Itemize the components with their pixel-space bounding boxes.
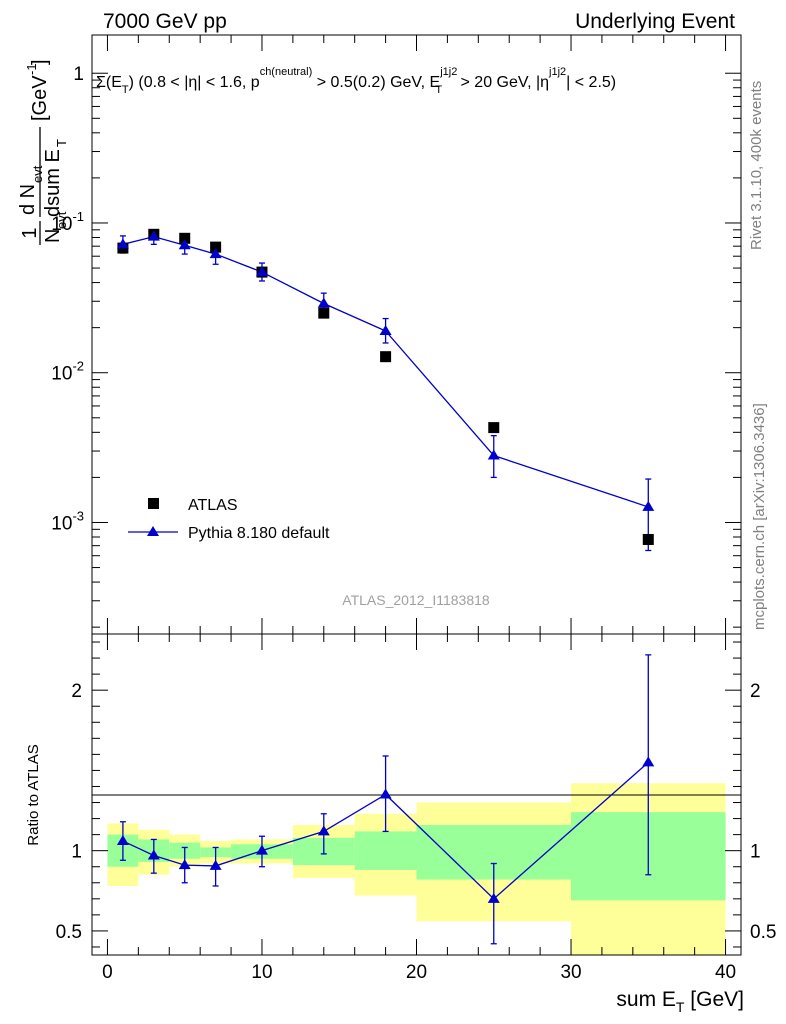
pythia-point bbox=[147, 230, 160, 241]
ratio-point bbox=[178, 859, 191, 870]
mcplots-label: mcplots.cern.ch [arXiv:1306.3436] bbox=[751, 403, 768, 630]
main-plot: 10-3 10-2 10-1 1 ATLAS_2012_I1183818 Σ(ET) … bbox=[17, 34, 742, 635]
svg-text:[GeV: [GeV bbox=[29, 75, 51, 121]
ratio-point bbox=[116, 835, 129, 846]
ratio-point bbox=[487, 892, 500, 903]
ratio-point bbox=[147, 849, 160, 860]
analysis-watermark: ATLAS_2012_I1183818 bbox=[342, 592, 490, 608]
ratio-y-tick-label-left: 0.5 bbox=[56, 922, 82, 943]
x-axis-label: sum ET [GeV] bbox=[616, 988, 744, 1015]
main-y-tick-label: 10-1 bbox=[51, 209, 84, 235]
legend-pythia-marker bbox=[147, 526, 159, 536]
ratio-y-tick-label-right: 0.5 bbox=[750, 922, 776, 943]
ratio-point bbox=[379, 788, 392, 799]
x-tick-label: 0 bbox=[102, 962, 113, 983]
ratio-y-tick-label-right: 2 bbox=[750, 681, 761, 702]
pythia-point bbox=[116, 238, 129, 249]
header-left: 7000 GeV pp bbox=[103, 10, 227, 33]
ratio-y-tick-labels: 0.5 0.5 1 1 2 2 bbox=[56, 681, 777, 943]
atlas-point bbox=[210, 241, 222, 253]
atlas-point bbox=[318, 307, 330, 319]
pythia-point bbox=[209, 248, 222, 259]
pythia-line bbox=[122, 236, 649, 508]
pythia-point bbox=[642, 500, 655, 511]
svg-text:T: T bbox=[54, 139, 69, 147]
main-axis-ticks bbox=[92, 35, 741, 634]
pythia-point bbox=[487, 449, 500, 460]
atlas-point bbox=[642, 533, 654, 545]
legend-atlas-label: ATLAS bbox=[188, 497, 238, 514]
main-y-tick-labels: 10-3 10-2 10-1 1 bbox=[51, 64, 84, 534]
x-tick-label: 30 bbox=[560, 962, 581, 983]
ratio-green-band bbox=[354, 831, 417, 870]
svg-text:evt: evt bbox=[54, 211, 69, 229]
x-tick-label: 10 bbox=[251, 962, 272, 983]
x-tick-labels: 0 10 20 30 40 bbox=[102, 962, 736, 983]
ratio-y-tick-label-right: 1 bbox=[750, 842, 761, 863]
pythia-point bbox=[255, 266, 268, 277]
svg-text:dsum E: dsum E bbox=[42, 149, 64, 217]
ratio-y-axis-label: Ratio to ATLAS bbox=[25, 744, 42, 845]
main-y-tick-label: 10-2 bbox=[51, 359, 84, 385]
atlas-point bbox=[179, 232, 191, 244]
ratio-point bbox=[642, 756, 655, 767]
main-y-tick-label: 1 bbox=[73, 64, 84, 85]
plot-title: Σ(ET) (0.8 < |η| < 1.6, pch(neutral) > 0… bbox=[96, 66, 616, 96]
ratio-y-tick-label-left: 2 bbox=[71, 681, 82, 702]
x-tick-label: 40 bbox=[715, 962, 736, 983]
ratio-point bbox=[209, 859, 222, 870]
x-tick-label: 20 bbox=[406, 962, 427, 983]
svg-text:evt: evt bbox=[30, 165, 45, 183]
ratio-data bbox=[116, 654, 655, 945]
main-y-tick-label: 10-3 bbox=[51, 508, 84, 534]
legend-pythia-label: Pythia 8.180 default bbox=[188, 525, 330, 542]
rivet-label: Rivet 3.1.10, 400k events bbox=[748, 81, 765, 250]
pythia-point bbox=[379, 324, 392, 335]
atlas-point bbox=[380, 351, 392, 363]
svg-text:N: N bbox=[42, 229, 64, 243]
header-right: Underlying Event bbox=[575, 10, 735, 33]
ratio-point bbox=[255, 844, 268, 855]
legend-atlas-marker bbox=[148, 498, 159, 509]
ratio-y-tick-label-left: 1 bbox=[71, 842, 82, 863]
svg-text:]: ] bbox=[29, 59, 51, 65]
ratio-axis-ticks bbox=[92, 634, 741, 955]
svg-text:1: 1 bbox=[19, 227, 41, 238]
svg-text:-1: -1 bbox=[24, 63, 39, 75]
svg-text:d N: d N bbox=[17, 184, 39, 215]
atlas-point bbox=[488, 422, 500, 434]
ratio-plot: 0.5 0.5 1 1 2 2 0 10 20 30 40 Ratio to ATLAS sum … bbox=[25, 633, 777, 1015]
ratio-bands bbox=[107, 783, 726, 955]
pythia-point bbox=[178, 239, 191, 250]
main-data bbox=[116, 228, 655, 552]
ratio-frame bbox=[91, 633, 742, 956]
legend: ATLAS Pythia 8.180 default bbox=[128, 497, 330, 542]
pythia-point bbox=[317, 297, 330, 308]
ratio-point bbox=[317, 825, 330, 836]
